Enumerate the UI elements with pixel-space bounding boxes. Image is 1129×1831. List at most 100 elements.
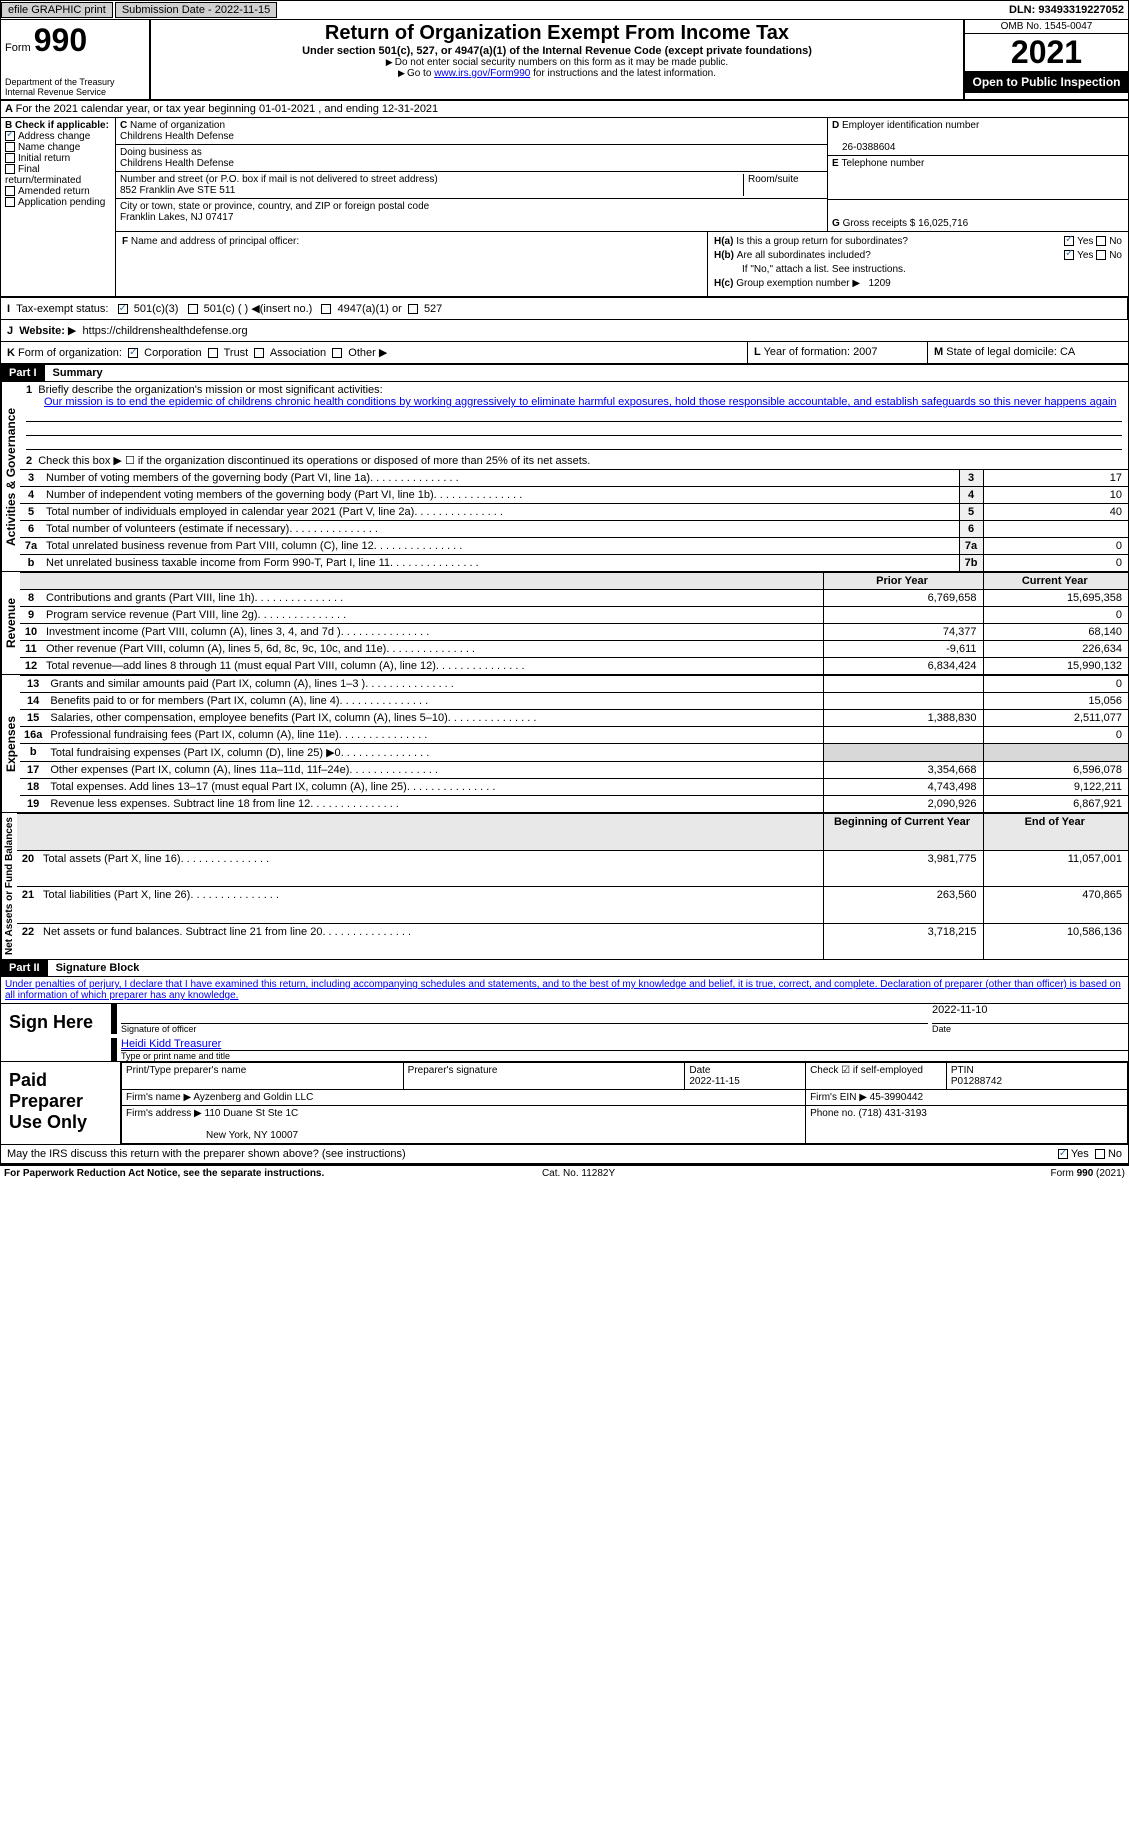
tax-year-range: For the 2021 calendar year, or tax year … <box>16 103 439 115</box>
org-name: Childrens Health Defense <box>120 131 234 142</box>
sig-date: 2022-11-10 <box>932 1004 1128 1024</box>
street-address: 852 Franklin Ave STE 511 <box>120 185 235 196</box>
topbar: efile GRAPHIC print Submission Date - 20… <box>0 0 1129 20</box>
discuss-no-checkbox[interactable] <box>1095 1149 1105 1159</box>
part1-title: Summary <box>45 367 103 379</box>
form-org-label: Form of organization: <box>18 347 122 359</box>
firm-name: Ayzenberg and Goldin LLC <box>193 1092 313 1103</box>
name-change-checkbox[interactable] <box>5 142 15 152</box>
form-header: Form 990 Department of the Treasury Inte… <box>0 20 1129 99</box>
group-exemption-value: 1209 <box>868 278 890 289</box>
room-suite-label: Room/suite <box>743 174 823 196</box>
amended-return-checkbox[interactable] <box>5 186 15 196</box>
firm-phone: (718) 431-3193 <box>858 1108 926 1119</box>
app-pending-checkbox[interactable] <box>5 197 15 207</box>
section-a: A For the 2021 calendar year, or tax yea… <box>0 99 1129 118</box>
part1-header: Part I <box>1 365 45 381</box>
pra-notice: For Paperwork Reduction Act Notice, see … <box>4 1168 324 1179</box>
hb-note: If "No," attach a list. See instructions… <box>714 264 1122 275</box>
ein-value: 26-0388604 <box>832 142 895 153</box>
address-change-checkbox[interactable] <box>5 131 15 141</box>
footer: For Paperwork Reduction Act Notice, see … <box>0 1164 1129 1181</box>
tax-year: 2021 <box>965 34 1128 71</box>
state-domicile-value: CA <box>1060 346 1075 358</box>
form-number: 990 <box>34 22 87 58</box>
form-ref: Form 990 (2021) <box>1050 1168 1125 1179</box>
501c-other-checkbox[interactable] <box>188 304 198 314</box>
mission-label: Briefly describe the organization's miss… <box>38 384 382 396</box>
city-label: City or town, state or province, country… <box>120 201 429 212</box>
form-word: Form <box>5 42 31 54</box>
other-checkbox[interactable] <box>332 348 342 358</box>
line2-text: Check this box ▶ ☐ if the organization d… <box>38 455 590 467</box>
officer-name-title[interactable]: Heidi Kidd Treasurer <box>121 1038 1128 1051</box>
efile-print-button[interactable]: efile GRAPHIC print <box>1 2 113 18</box>
irs-link[interactable]: www.irs.gov/Form990 <box>434 68 530 79</box>
paid-preparer-label: Paid Preparer Use Only <box>1 1062 121 1144</box>
org-name-label: Name of organization <box>130 120 225 131</box>
final-return-checkbox[interactable] <box>5 164 15 174</box>
principal-officer-label: Name and address of principal officer: <box>131 236 299 247</box>
omb-number: OMB No. 1545-0047 <box>965 20 1128 34</box>
phone-label: Telephone number <box>841 158 924 169</box>
expenses-table: 13Grants and similar amounts paid (Part … <box>20 675 1128 812</box>
website-label: Website: <box>19 325 65 337</box>
discuss-yes-checkbox[interactable] <box>1058 1149 1068 1159</box>
gross-receipts-label: Gross receipts $ <box>843 218 916 229</box>
dln-label: DLN: 93493319227052 <box>1009 4 1128 16</box>
privacy-note: Do not enter social security numbers on … <box>159 57 955 68</box>
state-domicile-label: State of legal domicile: <box>946 346 1057 358</box>
501c3-checkbox[interactable] <box>118 304 128 314</box>
date-label: Date <box>932 1024 1128 1034</box>
subordinates-label: Are all subordinates included? <box>737 250 871 261</box>
firm-city: New York, NY 10007 <box>126 1130 298 1141</box>
association-checkbox[interactable] <box>254 348 264 358</box>
gross-receipts-value: 16,025,716 <box>918 218 968 229</box>
dept-treasury: Department of the Treasury <box>5 77 145 87</box>
group-return-label: Is this a group return for subordinates? <box>736 236 908 247</box>
sign-here-label: Sign Here <box>1 1004 111 1061</box>
4947a1-checkbox[interactable] <box>321 304 331 314</box>
ha-no-checkbox[interactable] <box>1096 236 1106 246</box>
check-applicable-label: Check if applicable: <box>15 120 109 131</box>
addr-label: Number and street (or P.O. box if mail i… <box>120 174 438 185</box>
revenue-label: Revenue <box>1 572 20 674</box>
form-subtitle: Under section 501(c), 527, or 4947(a)(1)… <box>159 45 955 57</box>
website-url: https://childrenshealthdefense.org <box>83 325 248 337</box>
irs-label: Internal Revenue Service <box>5 87 145 97</box>
corporation-checkbox[interactable] <box>128 348 138 358</box>
part2-title: Signature Block <box>48 962 140 974</box>
sig-officer-label: Signature of officer <box>121 1024 928 1034</box>
dba-label: Doing business as <box>120 147 202 158</box>
prep-date: 2022-11-15 <box>689 1076 739 1087</box>
net-assets-label: Net Assets or Fund Balances <box>1 813 17 959</box>
ha-yes-checkbox[interactable] <box>1064 236 1074 246</box>
submission-date-button[interactable]: Submission Date - 2022-11-15 <box>115 2 277 18</box>
revenue-table: Prior YearCurrent Year8Contributions and… <box>20 572 1128 674</box>
ag-table: 3Number of voting members of the governi… <box>20 469 1128 571</box>
cat-number: Cat. No. 11282Y <box>542 1168 615 1179</box>
prep-name-label: Print/Type preparer's name <box>126 1065 246 1076</box>
instructions-note: Go to www.irs.gov/Form990 for instructio… <box>159 68 955 79</box>
net-assets-table: Beginning of Current YearEnd of Year20To… <box>17 813 1128 959</box>
part2-header: Part II <box>1 960 48 976</box>
org-info-grid: B Check if applicable: Address change Na… <box>0 118 1129 297</box>
hb-no-checkbox[interactable] <box>1096 250 1106 260</box>
initial-return-checkbox[interactable] <box>5 153 15 163</box>
self-employed-check: Check ☑ if self-employed <box>810 1065 923 1076</box>
expenses-label: Expenses <box>1 675 20 812</box>
city-state-zip: Franklin Lakes, NJ 07417 <box>120 212 233 223</box>
declaration-text: Under penalties of perjury, I declare th… <box>0 977 1129 1004</box>
trust-checkbox[interactable] <box>208 348 218 358</box>
hb-yes-checkbox[interactable] <box>1064 250 1074 260</box>
dba-name: Childrens Health Defense <box>120 158 234 169</box>
preparer-table: Print/Type preparer's name Preparer's si… <box>121 1062 1128 1144</box>
prep-sig-label: Preparer's signature <box>408 1065 498 1076</box>
tax-exempt-label: Tax-exempt status: <box>16 303 108 315</box>
firm-ein: 45-3990442 <box>870 1092 923 1103</box>
ein-label: Employer identification number <box>842 120 979 131</box>
mission-text[interactable]: Our mission is to end the epidemic of ch… <box>26 396 1122 408</box>
year-formation-value: 2007 <box>853 346 877 358</box>
form-title: Return of Organization Exempt From Incom… <box>159 22 955 45</box>
527-checkbox[interactable] <box>408 304 418 314</box>
